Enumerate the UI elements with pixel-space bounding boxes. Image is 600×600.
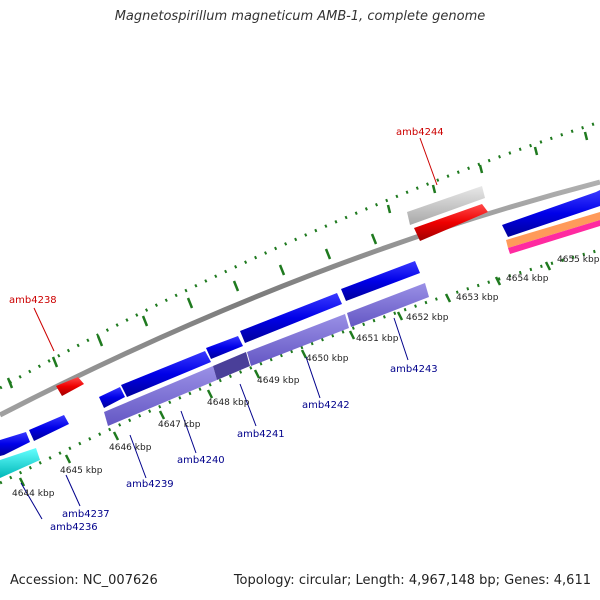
- length-label: Length:: [355, 573, 405, 588]
- gene-amb4243-arrow[interactable]: [341, 261, 420, 301]
- gene-amb4240-arrow[interactable]: [121, 351, 211, 397]
- gene-label-amb4244[interactable]: amb4244: [396, 127, 444, 138]
- gene-amb4236-cds[interactable]: [0, 448, 40, 478]
- kbp-4648: 4648 kbp: [207, 398, 250, 408]
- gene-label-amb4240[interactable]: amb4240: [177, 455, 225, 466]
- topology-label: Topology:: [233, 573, 295, 588]
- topology-value: circular: [298, 573, 347, 588]
- genome-backbone: [0, 179, 600, 418]
- outer-major-ticks: [6, 131, 589, 389]
- kbp-4649: 4649 kbp: [257, 376, 300, 386]
- gene-amb4236-arrow[interactable]: [0, 432, 30, 456]
- kbp-4652: 4652 kbp: [406, 313, 449, 323]
- kbp-4655: 4655 kbp: [557, 255, 600, 265]
- cds-band-amb4245-orange[interactable]: [506, 212, 600, 248]
- kbp-4645: 4645 kbp: [60, 466, 103, 476]
- gene-label-amb4236[interactable]: amb4236: [50, 522, 98, 533]
- genes-label: Genes:: [504, 573, 550, 588]
- kbp-4646: 4646 kbp: [109, 443, 152, 453]
- gene-amb4244-cds[interactable]: [407, 186, 485, 225]
- accession-label: Accession:: [10, 573, 79, 588]
- accession-info: Accession: NC_007626: [10, 573, 158, 588]
- cds-band-amb4240[interactable]: [104, 366, 217, 426]
- length-value: 4,967,148 bp: [408, 573, 496, 588]
- inner-major-ticks: [18, 261, 552, 487]
- gene-label-amb4237[interactable]: amb4237: [62, 509, 110, 520]
- gene-amb4237-arrow[interactable]: [29, 415, 69, 441]
- gene-label-amb4238[interactable]: amb4238: [9, 295, 57, 306]
- gene-label-amb4242[interactable]: amb4242: [302, 400, 350, 411]
- gene-label-amb4243[interactable]: amb4243: [390, 364, 438, 375]
- gene-amb4244-arrow[interactable]: [414, 204, 488, 241]
- gene-labels: amb4244 amb4238 amb4243 amb4242 amb4241 …: [9, 127, 444, 533]
- scale-labels: 4644 kbp 4645 kbp 4646 kbp 4647 kbp 4648…: [12, 255, 600, 499]
- cds-band-amb4243[interactable]: [347, 283, 429, 327]
- kbp-4654: 4654 kbp: [506, 274, 549, 284]
- outer-scale-ring: [0, 120, 600, 390]
- gene-amb4242-arrow[interactable]: [240, 293, 342, 343]
- genes-value: 4,611: [553, 573, 591, 588]
- gene-amb4241-arrow[interactable]: [206, 336, 243, 359]
- cds-band-amb4242[interactable]: [247, 314, 349, 366]
- kbp-4644: 4644 kbp: [12, 489, 55, 499]
- accession-value: NC_007626: [82, 573, 158, 588]
- gene-label-amb4239[interactable]: amb4239: [126, 479, 174, 490]
- gene-amb4245-arrow[interactable]: [502, 190, 600, 237]
- label-connectors: [20, 137, 438, 520]
- genome-stats: Topology: circular; Length: 4,967,148 bp…: [233, 573, 591, 588]
- gene-label-amb4241[interactable]: amb4241: [237, 429, 285, 440]
- inner-scale-ring: [0, 248, 600, 485]
- kbp-4651: 4651 kbp: [356, 334, 399, 344]
- kbp-4653: 4653 kbp: [456, 293, 499, 303]
- kbp-4650: 4650 kbp: [306, 354, 349, 364]
- gene-amb4238-arrow[interactable]: [56, 377, 84, 396]
- genome-title: Magnetospirillum magneticum AMB-1, compl…: [114, 9, 486, 24]
- cds-band-amb4241[interactable]: [213, 352, 250, 380]
- cds-band-amb4245-pink[interactable]: [508, 220, 600, 254]
- kbp-4647: 4647 kbp: [158, 420, 201, 430]
- gene-amb4239-arrow[interactable]: [99, 387, 125, 408]
